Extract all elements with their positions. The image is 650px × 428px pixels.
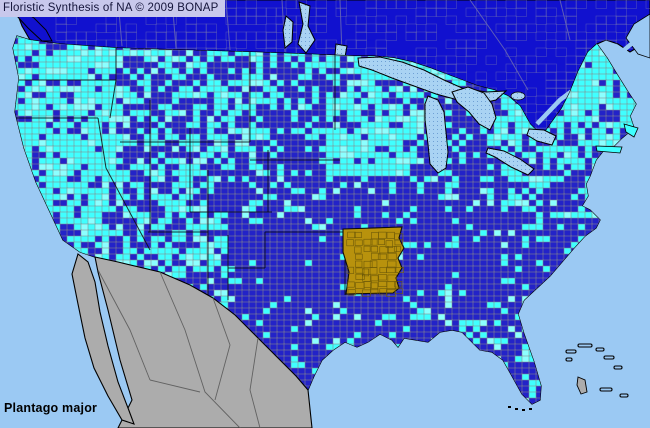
mexico-region [71, 253, 313, 428]
great-lakes [357, 56, 557, 176]
map-title-bar: Floristic Synthesis of NA © 2009 BONAP [0, 0, 225, 17]
lake-erie [485, 147, 535, 176]
bahamas-islands [565, 343, 629, 398]
lake-huron [451, 86, 497, 131]
mexico-state-borders [97, 269, 261, 428]
arkansas-county-lines [346, 231, 404, 297]
lake-manitoba [282, 15, 294, 49]
coastal-features [508, 123, 639, 411]
long-island [595, 145, 623, 154]
lake-michigan [424, 95, 449, 174]
mexico-mainland [94, 256, 313, 428]
state-borders [16, 46, 346, 300]
cape-cod [623, 123, 639, 138]
lake-winnipeg [297, 1, 316, 54]
florida-keys [508, 406, 532, 411]
lake-ontario [526, 128, 557, 146]
vancouver-island [16, 9, 53, 42]
baja-california [71, 253, 135, 425]
species-label: Plantago major [4, 401, 98, 415]
lake-champlain [510, 91, 526, 101]
